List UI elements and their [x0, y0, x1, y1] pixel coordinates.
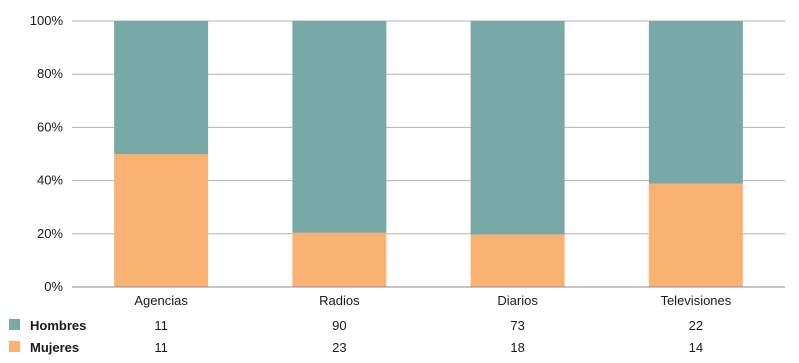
bar-segment-hombres-diarios: [470, 21, 565, 235]
bar-segment-mujeres-agencias: [114, 154, 209, 287]
x-category-label: Radios: [319, 293, 360, 308]
table-cell: 14: [689, 340, 703, 355]
bar-segment-mujeres-radios: [292, 232, 387, 287]
y-axis-labels: 0% 20% 40% 60% 80% 100%: [30, 13, 64, 294]
y-tick-label: 0%: [44, 279, 63, 294]
bar-segment-hombres-televisiones: [648, 21, 743, 184]
table-cell: 18: [510, 340, 524, 355]
bar-segment-mujeres-televisiones: [648, 183, 743, 287]
bar-segment-hombres-radios: [292, 21, 387, 233]
y-tick-label: 100%: [30, 13, 64, 28]
y-tick-label: 20%: [37, 226, 63, 241]
legend-label-mujeres: Mujeres: [30, 340, 79, 355]
table-cell: 23: [332, 340, 346, 355]
legend-swatch-hombres: [9, 319, 20, 330]
y-tick-label: 60%: [37, 119, 63, 134]
x-category-label: Diarios: [497, 293, 538, 308]
bar-segment-hombres-agencias: [114, 21, 209, 154]
data-table: Hombres 11 90 73 22 Mujeres 11 23 18 14: [9, 318, 703, 355]
bar-segment-mujeres-diarios: [470, 234, 565, 287]
table-cell: 73: [510, 318, 524, 333]
y-tick-label: 40%: [37, 173, 63, 188]
x-category-label: Agencias: [134, 293, 188, 308]
table-cell: 11: [154, 340, 168, 355]
table-cell: 22: [689, 318, 703, 333]
legend-label-hombres: Hombres: [30, 318, 86, 333]
x-category-label: Televisiones: [660, 293, 731, 308]
table-cell: 11: [154, 318, 168, 333]
legend-swatch-mujeres: [9, 341, 20, 352]
table-cell: 90: [332, 318, 346, 333]
bars: [114, 21, 743, 287]
x-axis-labels: Agencias Radios Diarios Televisiones: [134, 293, 731, 308]
y-tick-label: 80%: [37, 66, 63, 81]
